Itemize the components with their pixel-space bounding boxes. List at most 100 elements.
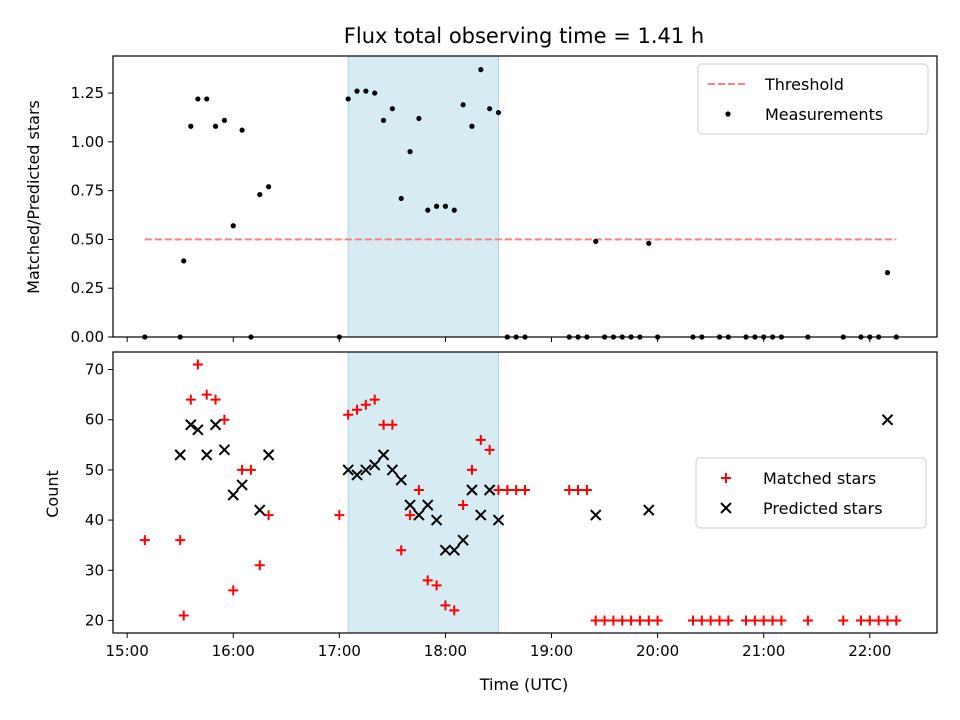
predicted-stars-point: [227, 489, 239, 501]
legend-measurement-swatch: [725, 111, 731, 117]
matched-stars-point: [564, 484, 575, 495]
measurement-point: [469, 123, 475, 129]
y-tick-label: 60: [85, 411, 104, 429]
measurement-point: [425, 207, 431, 213]
matched-stars-point: [245, 464, 256, 475]
matched-stars-point: [511, 484, 522, 495]
legend-label: Matched stars: [763, 469, 876, 488]
matched-stars-point: [369, 394, 380, 405]
matched-stars-point: [643, 615, 654, 626]
predicted-stars-point: [404, 499, 416, 511]
x-tick-label: 18:00: [424, 642, 467, 660]
y-tick-label: 30: [85, 561, 104, 579]
y-tick-label: 70: [85, 361, 104, 379]
y-tick-label: 0.00: [71, 328, 104, 346]
matched-stars-point: [634, 615, 645, 626]
y-tick-label: 50: [85, 461, 104, 479]
matched-stars-point: [749, 615, 760, 626]
legend: Threshold Measurements: [697, 63, 929, 135]
x-tick-label: 20:00: [636, 642, 679, 660]
matched-stars-point: [484, 444, 495, 455]
predicted-stars-point: [483, 484, 496, 496]
measurement-point: [646, 240, 652, 246]
matched-stars-point: [696, 615, 707, 626]
measurement-point: [195, 96, 201, 102]
matched-stars-point: [387, 419, 398, 430]
observing-window-span: [347, 55, 499, 338]
measurement-point: [433, 203, 440, 209]
matched-stars-point: [352, 404, 363, 415]
predicted-stars-point: [209, 419, 222, 431]
x-tick-label: 19:00: [530, 642, 573, 660]
matched-stars-point: [185, 394, 196, 405]
legend-label: Threshold: [764, 75, 844, 94]
top-y-axis-label: Matched/Predicted stars: [24, 100, 43, 294]
measurement-point: [451, 207, 457, 213]
predicted-stars-point: [590, 509, 602, 521]
matched-stars-point: [581, 484, 592, 495]
measurement-point: [442, 203, 449, 209]
measurement-point: [593, 238, 599, 244]
matched-stars-point: [882, 615, 893, 626]
matched-stars-point: [475, 434, 486, 445]
measurement-point: [416, 115, 422, 122]
matched-stars-point: [758, 615, 769, 626]
predicted-stars-point: [262, 449, 275, 461]
legend-matched-swatch: [721, 473, 731, 483]
matched-stars-point: [139, 535, 150, 546]
predicted-stars-point: [881, 414, 894, 426]
x-tick-label: 15:00: [106, 642, 149, 660]
predicted-stars-point: [351, 469, 363, 481]
matched-stars-point: [493, 484, 504, 495]
legend-label: Measurements: [765, 105, 883, 124]
predicted-stars-point: [386, 464, 399, 476]
legend: Matched stars Predicted stars: [695, 457, 927, 529]
legend-box: [695, 457, 927, 529]
legend-label: Predicted stars: [763, 499, 883, 518]
measurement-point: [884, 270, 891, 276]
predicted-stars-point: [342, 464, 354, 476]
matched-stars-point: [466, 464, 477, 475]
y-tick-label: 40: [85, 511, 104, 529]
matched-stars-point: [705, 615, 716, 626]
predicted-stars-point: [439, 544, 452, 556]
predicted-stars-point: [643, 504, 655, 516]
matched-stars-point: [617, 615, 628, 626]
matched-stars-point: [422, 575, 433, 586]
measurement-point: [345, 96, 351, 102]
legend-predicted-swatch: [720, 502, 732, 514]
matched-stars-point: [802, 615, 813, 626]
observing-window-span: [347, 351, 499, 634]
measurement-point: [478, 67, 484, 73]
matched-stars-point: [608, 615, 619, 626]
matched-stars-point: [590, 615, 601, 626]
measurement-point: [372, 90, 378, 96]
matched-stars-point: [263, 510, 274, 521]
matched-stars-point: [413, 484, 424, 495]
predicted-stars-point: [185, 419, 197, 431]
predicted-stars-point: [368, 459, 381, 471]
measurement-point: [212, 123, 219, 129]
measurement-point: [460, 102, 466, 108]
matched-stars-point: [237, 464, 248, 475]
matched-stars-point: [449, 605, 460, 616]
legend-box: [697, 63, 929, 135]
measurement-point: [487, 106, 493, 112]
matched-stars-point: [178, 610, 189, 621]
matched-stars-point: [360, 399, 371, 410]
x-tick-label: 17:00: [318, 642, 361, 660]
y-tick-label: 0.75: [71, 182, 104, 200]
matched-stars-point: [254, 560, 265, 571]
measurement-point: [354, 88, 360, 94]
predicted-stars-point: [422, 499, 434, 511]
matched-stars-point: [192, 359, 203, 370]
matched-stars-point: [458, 500, 469, 511]
matched-stars-point: [599, 615, 610, 626]
measurement-point: [266, 184, 272, 190]
matched-stars-point: [440, 600, 451, 611]
y-tick-label: 1.00: [71, 133, 104, 151]
predicted-stars-point: [174, 449, 186, 461]
predicted-stars-point: [395, 474, 407, 486]
predicted-stars-point: [475, 509, 487, 521]
bottom-panel: 15:00 16:00 17:00 18:00 19:00 20:00 21:00 22:00…: [85, 351, 938, 660]
